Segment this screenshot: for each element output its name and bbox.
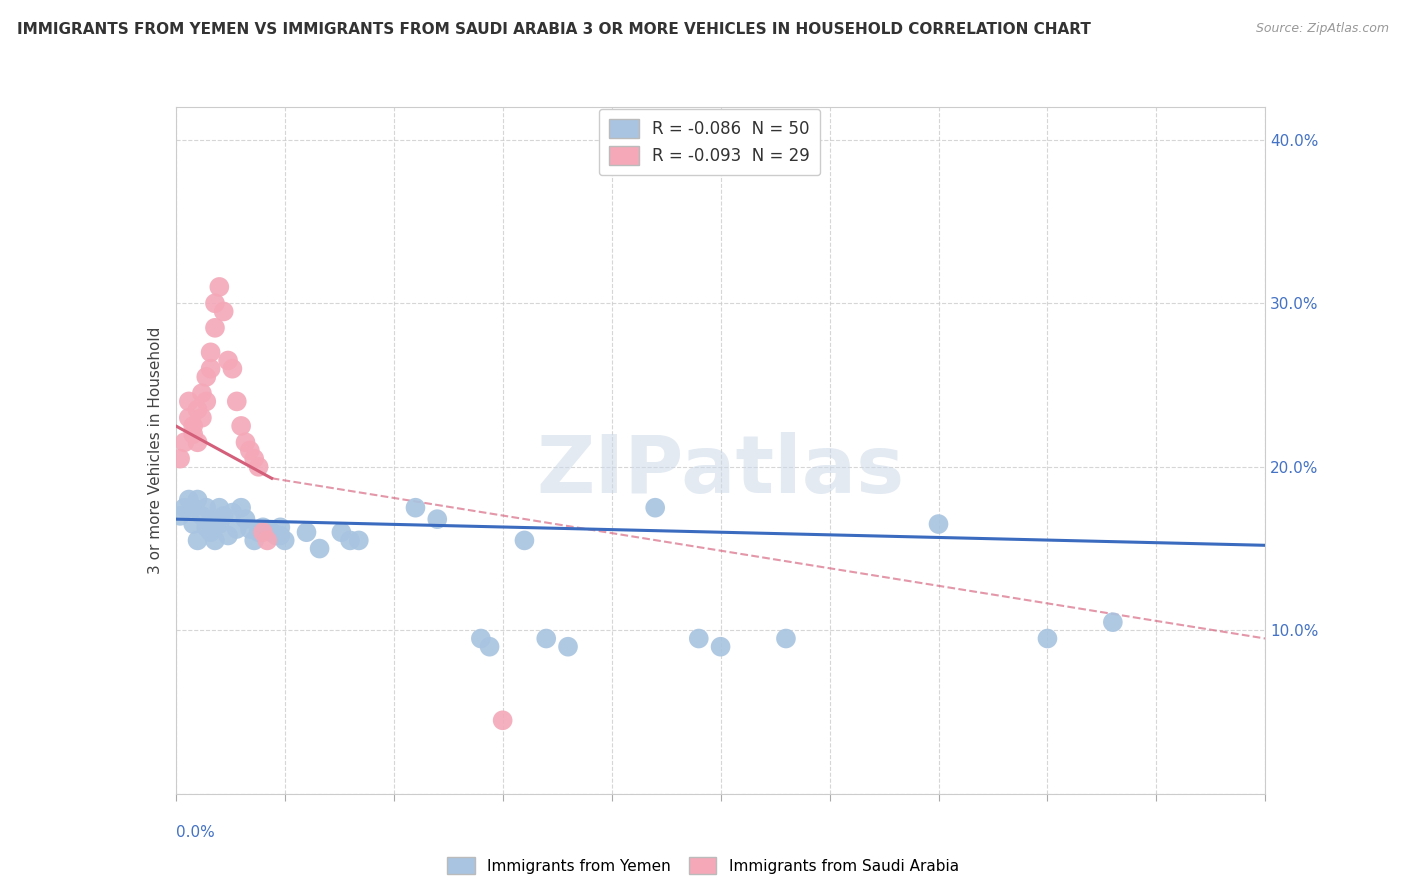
Point bbox=[177, 394, 200, 409]
Point bbox=[191, 386, 214, 401]
Point bbox=[492, 714, 515, 728]
Point bbox=[186, 533, 209, 548]
Point bbox=[186, 435, 209, 450]
Point bbox=[225, 522, 247, 536]
Point bbox=[308, 541, 330, 556]
Point bbox=[204, 296, 226, 310]
Point bbox=[478, 640, 501, 654]
Text: Source: ZipAtlas.com: Source: ZipAtlas.com bbox=[1256, 22, 1389, 36]
Point bbox=[557, 640, 579, 654]
Point bbox=[247, 525, 270, 540]
Legend: R = -0.086  N = 50, R = -0.093  N = 29: R = -0.086 N = 50, R = -0.093 N = 29 bbox=[599, 109, 820, 176]
Point bbox=[644, 500, 666, 515]
Point bbox=[204, 321, 226, 335]
Point bbox=[239, 522, 262, 536]
Text: 0.0%: 0.0% bbox=[176, 825, 215, 839]
Point bbox=[264, 528, 287, 542]
Point bbox=[204, 516, 226, 531]
Point bbox=[186, 492, 209, 507]
Point bbox=[513, 533, 536, 548]
Point bbox=[252, 520, 274, 534]
Text: IMMIGRANTS FROM YEMEN VS IMMIGRANTS FROM SAUDI ARABIA 3 OR MORE VEHICLES IN HOUS: IMMIGRANTS FROM YEMEN VS IMMIGRANTS FROM… bbox=[17, 22, 1091, 37]
Text: ZIPatlas: ZIPatlas bbox=[537, 432, 904, 510]
Legend: Immigrants from Yemen, Immigrants from Saudi Arabia: Immigrants from Yemen, Immigrants from S… bbox=[441, 851, 965, 880]
Point bbox=[330, 525, 353, 540]
Point bbox=[274, 533, 297, 548]
Point bbox=[339, 533, 361, 548]
Point bbox=[195, 394, 218, 409]
Point bbox=[200, 525, 222, 540]
Point bbox=[181, 516, 204, 531]
Point bbox=[200, 361, 222, 376]
Point bbox=[1036, 632, 1059, 646]
Point bbox=[269, 528, 291, 542]
Point bbox=[231, 418, 253, 433]
Point bbox=[208, 500, 231, 515]
Point bbox=[212, 304, 235, 318]
Point bbox=[191, 410, 214, 425]
Point bbox=[181, 500, 204, 515]
Point bbox=[405, 500, 427, 515]
Point bbox=[260, 525, 283, 540]
Point bbox=[243, 533, 266, 548]
Point bbox=[295, 525, 318, 540]
Point bbox=[252, 525, 274, 540]
Point bbox=[269, 520, 291, 534]
Point bbox=[212, 508, 235, 523]
Point bbox=[235, 435, 257, 450]
Point bbox=[221, 361, 243, 376]
Point bbox=[195, 500, 218, 515]
Point bbox=[191, 508, 214, 523]
Point bbox=[239, 443, 262, 458]
Point bbox=[534, 632, 557, 646]
Point bbox=[347, 533, 370, 548]
Point bbox=[186, 402, 209, 417]
Point bbox=[225, 394, 247, 409]
Point bbox=[169, 508, 191, 523]
Point bbox=[195, 520, 218, 534]
Point bbox=[177, 410, 200, 425]
Point bbox=[221, 506, 243, 520]
Point bbox=[200, 514, 222, 528]
Point bbox=[200, 345, 222, 359]
Point bbox=[177, 492, 200, 507]
Point bbox=[217, 353, 239, 368]
Point bbox=[217, 528, 239, 542]
Y-axis label: 3 or more Vehicles in Household: 3 or more Vehicles in Household bbox=[148, 326, 163, 574]
Point bbox=[173, 500, 195, 515]
Point bbox=[426, 512, 449, 526]
Point bbox=[195, 369, 218, 384]
Point bbox=[208, 516, 231, 531]
Point bbox=[1102, 615, 1125, 630]
Point bbox=[235, 512, 257, 526]
Point bbox=[247, 459, 270, 474]
Point bbox=[204, 533, 226, 548]
Point bbox=[775, 632, 797, 646]
Point bbox=[928, 516, 950, 531]
Point bbox=[181, 418, 204, 433]
Point bbox=[470, 632, 492, 646]
Point bbox=[710, 640, 733, 654]
Point bbox=[243, 451, 266, 466]
Point bbox=[169, 451, 191, 466]
Point bbox=[181, 427, 204, 442]
Point bbox=[231, 500, 253, 515]
Point bbox=[208, 280, 231, 294]
Point bbox=[173, 435, 195, 450]
Point bbox=[256, 533, 278, 548]
Point bbox=[688, 632, 710, 646]
